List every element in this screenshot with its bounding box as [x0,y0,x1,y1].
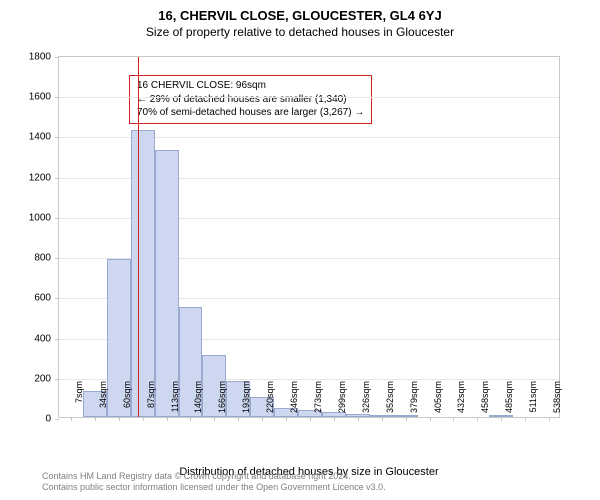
x-tick-label: 273sqm [313,381,323,423]
x-tickmark [71,417,72,421]
y-tickmark [55,298,59,299]
plot-area: 16 CHERVIL CLOSE: 96sqm ← 29% of detache… [58,56,560,418]
x-tickmark [549,417,550,421]
y-tick-label: 200 [11,373,51,384]
x-tick-label: 538sqm [552,381,562,423]
title-block: 16, CHERVIL CLOSE, GLOUCESTER, GL4 6YJ S… [0,0,600,39]
x-tickmark [525,417,526,421]
x-tickmark [190,417,191,421]
x-tickmark [310,417,311,421]
y-tick-label: 1400 [11,132,51,143]
y-tickmark [55,419,59,420]
x-tick-label: 193sqm [241,381,251,423]
y-tickmark [55,379,59,380]
chart-subtitle: Size of property relative to detached ho… [0,25,600,39]
x-tickmark [119,417,120,421]
x-tick-label: 166sqm [217,381,227,423]
callout-line3: 70% of semi-detached houses are larger (… [137,106,364,120]
address-title: 16, CHERVIL CLOSE, GLOUCESTER, GL4 6YJ [0,8,600,23]
x-tickmark [477,417,478,421]
x-tick-label: 60sqm [122,381,132,423]
x-tick-label: 299sqm [337,381,347,423]
x-tick-label: 140sqm [193,381,203,423]
x-tick-label: 113sqm [170,381,180,423]
x-tickmark [214,417,215,421]
histogram-bar [155,150,179,417]
x-tickmark [453,417,454,421]
x-tickmark [501,417,502,421]
y-tickmark [55,57,59,58]
footnote-line2: Contains public sector information licen… [42,482,386,494]
x-tick-label: 246sqm [289,381,299,423]
y-tick-label: 600 [11,293,51,304]
callout-line1: 16 CHERVIL CLOSE: 96sqm [137,79,364,93]
y-tickmark [55,339,59,340]
x-tick-label: 87sqm [146,381,156,423]
callout-box: 16 CHERVIL CLOSE: 96sqm ← 29% of detache… [129,75,372,124]
x-tickmark [286,417,287,421]
y-tick-label: 800 [11,253,51,264]
y-tick-label: 1200 [11,172,51,183]
reference-line [138,57,139,417]
x-tick-label: 405sqm [433,381,443,423]
y-tick-label: 400 [11,333,51,344]
histogram-bar [131,130,155,417]
x-tick-label: 7sqm [74,381,84,423]
y-tickmark [55,258,59,259]
x-tickmark [406,417,407,421]
x-tickmark [238,417,239,421]
y-tick-label: 1600 [11,92,51,103]
x-tick-label: 326sqm [361,381,371,423]
y-tickmark [55,137,59,138]
x-tickmark [358,417,359,421]
x-tick-label: 511sqm [528,381,538,423]
callout-line2: ← 29% of detached houses are smaller (1,… [137,93,364,107]
x-tick-label: 352sqm [385,381,395,423]
x-tick-label: 432sqm [456,381,466,423]
x-tickmark [167,417,168,421]
footnote: Contains HM Land Registry data © Crown c… [42,471,386,494]
x-tickmark [382,417,383,421]
x-tick-label: 34sqm [98,381,108,423]
footnote-line1: Contains HM Land Registry data © Crown c… [42,471,386,483]
x-tickmark [430,417,431,421]
x-tickmark [143,417,144,421]
y-tickmark [55,218,59,219]
y-tickmark [55,178,59,179]
x-tickmark [95,417,96,421]
x-tickmark [262,417,263,421]
x-tick-label: 485sqm [504,381,514,423]
x-tick-label: 379sqm [409,381,419,423]
y-tick-label: 1800 [11,52,51,63]
chart-area: Number of detached properties 16 CHERVIL… [58,56,560,418]
y-tick-label: 0 [11,414,51,425]
y-tickmark [55,97,59,98]
x-tickmark [334,417,335,421]
x-tick-label: 220sqm [265,381,275,423]
y-tick-label: 1000 [11,212,51,223]
x-tick-label: 458sqm [480,381,490,423]
gridline [59,97,559,98]
